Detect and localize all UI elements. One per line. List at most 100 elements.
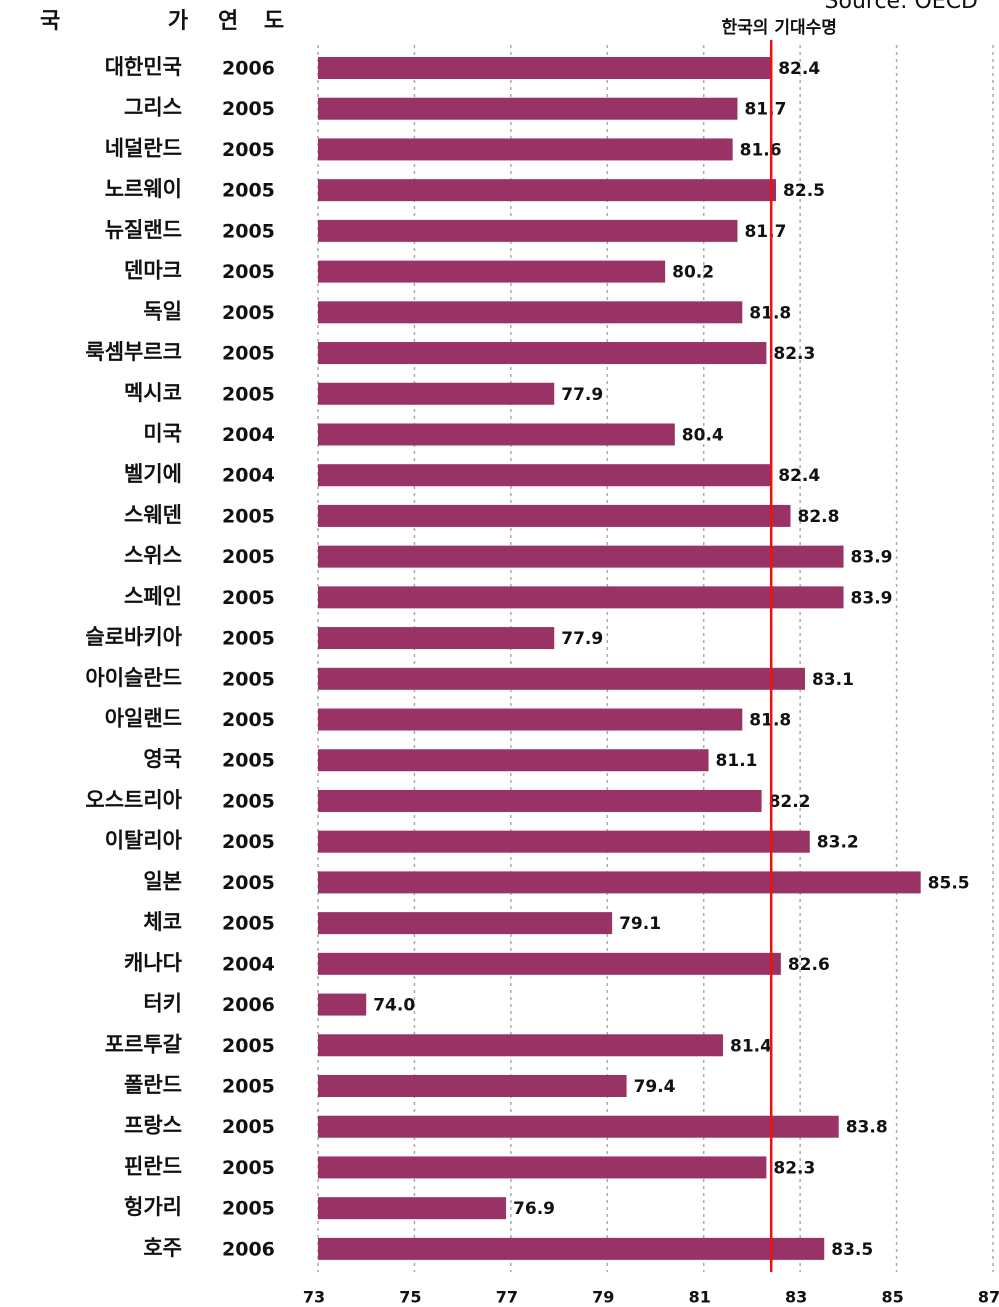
year-label: 2005: [222, 1076, 275, 1098]
value-label: 81.6: [740, 140, 782, 160]
year-label: 2005: [222, 505, 275, 527]
value-label: 82.8: [798, 507, 840, 527]
bar: [318, 667, 805, 690]
year-label: 2005: [222, 587, 275, 609]
bar: [318, 789, 762, 812]
bar: [318, 952, 781, 975]
year-header: 연 도: [218, 9, 284, 34]
country-label: 아이슬란드: [85, 666, 182, 690]
year-label: 2005: [222, 1035, 275, 1057]
year-label: 2005: [222, 302, 275, 324]
value-label: 83.2: [817, 833, 859, 853]
bar: [318, 1197, 507, 1220]
reference-label: 한국의 기대수명: [722, 18, 837, 38]
bar: [318, 708, 743, 731]
value-label: 77.9: [561, 629, 603, 649]
value-label: 82.3: [773, 1158, 815, 1178]
x-tick-label: 81: [689, 1288, 711, 1307]
bar: [318, 342, 767, 365]
year-label: 2004: [222, 465, 275, 487]
country-label: 폴란드: [124, 1073, 182, 1097]
country-label: 독일: [143, 299, 182, 323]
value-label: 82.2: [769, 792, 811, 812]
country-header: 국 가: [40, 9, 188, 34]
country-label: 포르투갈: [105, 1032, 182, 1056]
country-label: 노르웨이: [105, 177, 182, 201]
x-tick-label: 85: [881, 1288, 903, 1307]
year-label: 2005: [222, 668, 275, 690]
year-label: 2005: [222, 872, 275, 894]
bar: [318, 423, 675, 446]
bar: [318, 830, 810, 853]
value-label: 82.3: [773, 344, 815, 364]
year-label: 2005: [222, 98, 275, 120]
value-label: 81.7: [744, 100, 786, 120]
year-label: 2004: [222, 424, 275, 446]
x-tick-label: 83: [785, 1288, 807, 1307]
bar: [318, 260, 666, 283]
value-label: 79.4: [634, 1077, 676, 1097]
country-label: 대한민국: [105, 55, 182, 79]
value-label: 80.2: [672, 263, 714, 283]
value-label: 80.4: [682, 425, 724, 445]
value-label: 82.4: [778, 59, 820, 79]
year-label: 2005: [222, 709, 275, 731]
bar: [318, 504, 791, 527]
country-label: 슬로바키아: [85, 625, 182, 649]
year-label: 2005: [222, 628, 275, 650]
country-label: 오스트리아: [85, 788, 182, 812]
bar: [318, 993, 367, 1016]
value-label: 83.9: [851, 548, 893, 568]
year-label: 2004: [222, 953, 275, 975]
year-label: 2005: [222, 790, 275, 812]
bar: [318, 1034, 723, 1057]
bar: [318, 464, 772, 487]
country-label: 뉴질랜드: [105, 218, 182, 242]
country-label: 아일랜드: [105, 707, 182, 731]
country-label: 캐나다: [124, 951, 183, 975]
bar: [318, 1075, 627, 1097]
bar: [318, 1115, 839, 1138]
value-label: 83.5: [831, 1240, 873, 1260]
value-label: 83.1: [812, 670, 854, 690]
bar: [318, 179, 777, 202]
bar: [318, 301, 743, 324]
country-label: 이탈리아: [105, 829, 183, 853]
country-label: 호주: [143, 1236, 182, 1260]
value-label: 82.5: [783, 181, 825, 201]
country-label: 미국: [143, 421, 182, 445]
bar: [318, 871, 921, 894]
country-label: 일본: [143, 869, 182, 893]
country-label: 룩셈부르크: [85, 340, 182, 364]
bar: [318, 912, 613, 935]
year-label: 2005: [222, 913, 275, 935]
year-label: 2005: [222, 383, 275, 405]
country-label: 프랑스: [124, 1114, 182, 1138]
country-label: 체코: [143, 910, 182, 934]
country-label: 스위스: [124, 544, 182, 568]
x-tick-label: 77: [496, 1288, 518, 1307]
bar: [318, 97, 738, 120]
bar: [318, 138, 733, 161]
value-label: 81.4: [730, 1036, 772, 1056]
x-tick-label: 75: [399, 1288, 421, 1307]
year-label: 2005: [222, 180, 275, 202]
year-label: 2005: [222, 261, 275, 283]
year-label: 2005: [222, 1116, 275, 1138]
country-label: 헝가리: [124, 1195, 182, 1219]
year-label: 2005: [222, 831, 275, 853]
country-label: 벨기에: [124, 462, 182, 486]
value-label: 77.9: [561, 385, 603, 405]
bar: [318, 382, 555, 405]
year-label: 2005: [222, 1198, 275, 1220]
year-label: 2006: [222, 994, 275, 1016]
value-label: 83.8: [846, 1118, 888, 1138]
country-label: 스웨덴: [124, 503, 182, 527]
country-label: 네덜란드: [105, 136, 182, 160]
bar: [318, 1156, 767, 1179]
year-label: 2005: [222, 546, 275, 568]
x-tick-label: 73: [303, 1288, 325, 1307]
bar: [318, 545, 844, 568]
value-label: 81.1: [716, 751, 758, 771]
bar: [318, 219, 738, 242]
